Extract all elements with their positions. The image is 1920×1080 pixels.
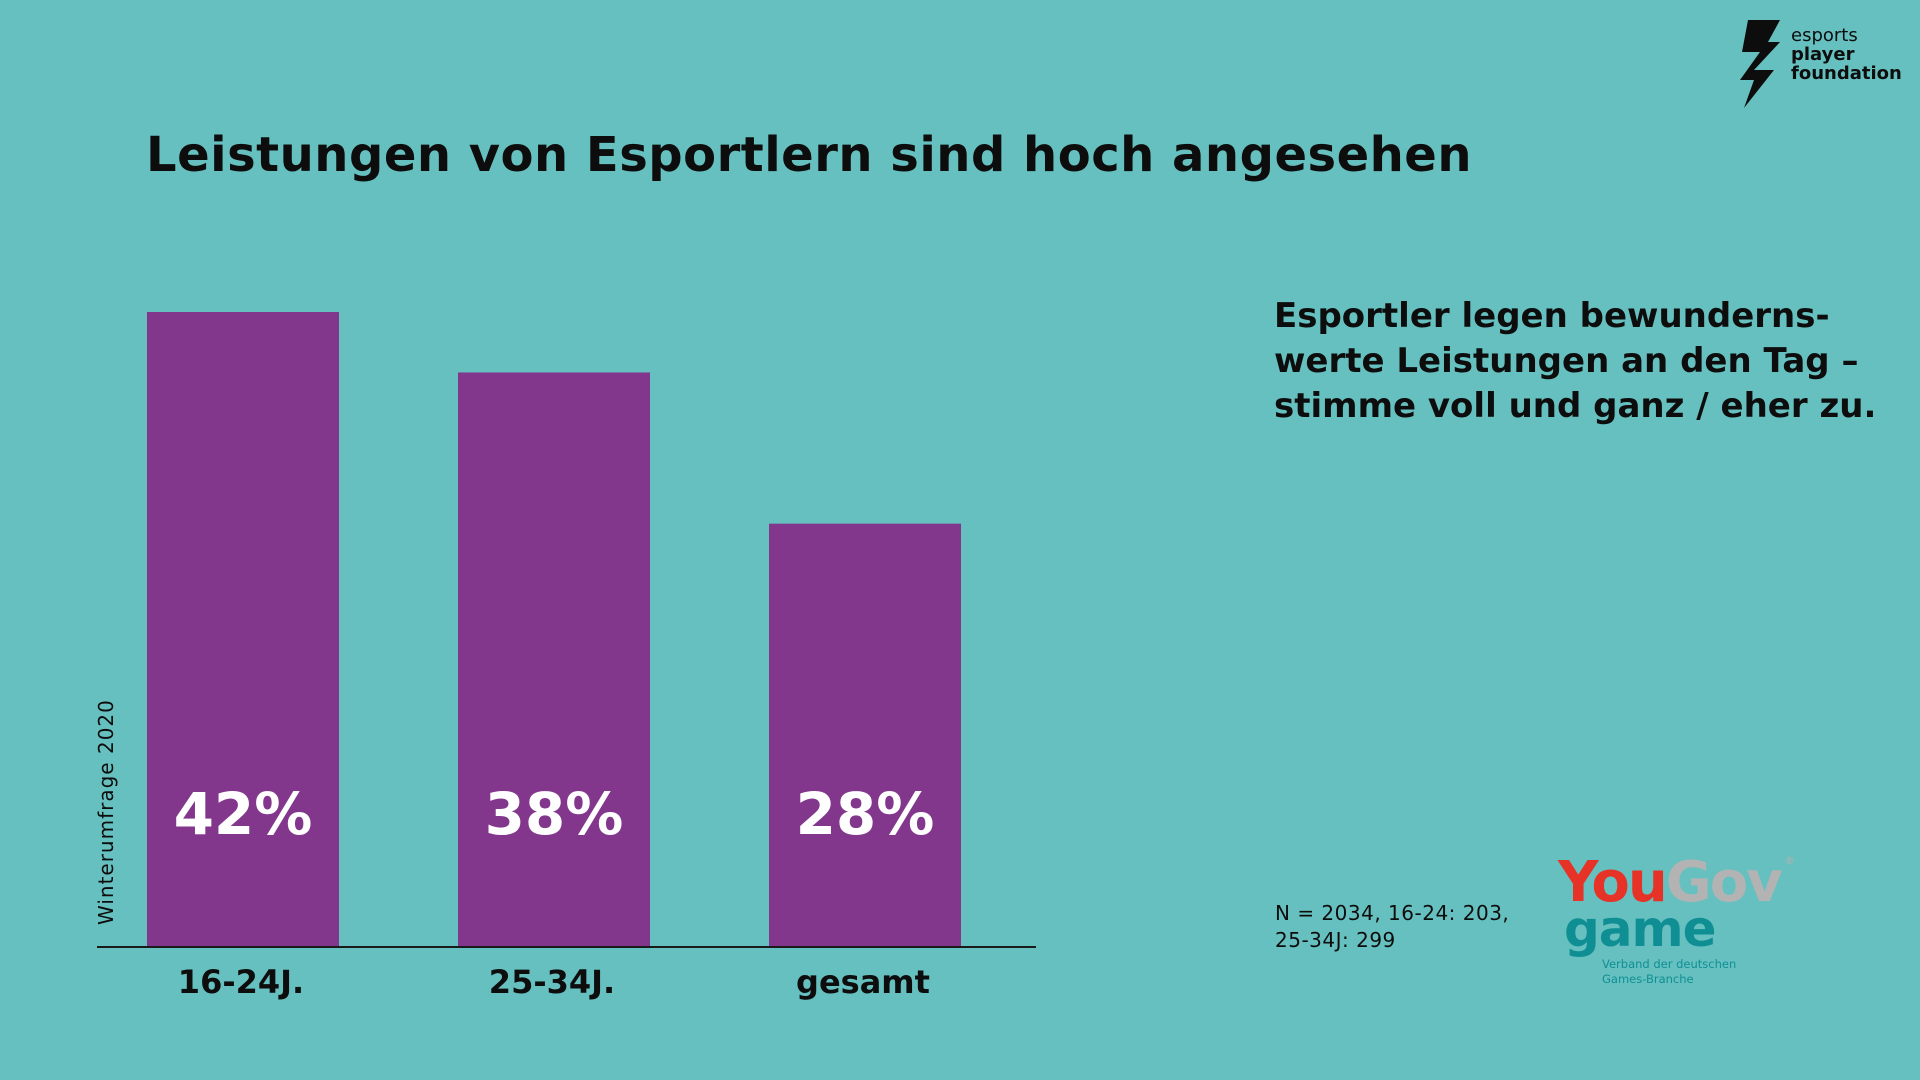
- esports-player-foundation-logo: esports player foundation: [1740, 20, 1910, 110]
- bar-value-label: 28%: [796, 780, 935, 848]
- logo-line-2: player: [1791, 44, 1855, 65]
- bar-value-label: 38%: [485, 780, 624, 848]
- bar-gesamt: [769, 523, 961, 947]
- game-wordmark: game: [1564, 900, 1717, 958]
- game-subtitle: Verband der deutschen Games-Branche: [1602, 957, 1736, 987]
- game-subtitle-line-1: Verband der deutschen: [1602, 957, 1737, 971]
- yougov-game-logo: YouGov ® game Verband der deutschen Game…: [1558, 850, 1798, 990]
- sample-size-note: N = 2034, 16-24: 203, 25-34J: 299: [1275, 900, 1509, 954]
- category-label: 25-34J.: [489, 963, 615, 1001]
- statement-line-2: werte Leistungen an den Tag –: [1274, 341, 1859, 381]
- yougov-wordmark: YouGov: [1558, 850, 1783, 915]
- statement-line-3: stimme voll und ganz / eher zu.: [1274, 386, 1877, 426]
- bar-25-34J.: [458, 372, 650, 947]
- logo-wordmark: esports player foundation: [1791, 26, 1902, 83]
- category-label: 16-24J.: [178, 963, 304, 1001]
- registered-mark: ®: [1784, 854, 1795, 867]
- yougov-you: You: [1558, 850, 1668, 915]
- lightning-bolt-icon: [1740, 20, 1780, 108]
- logo-line-3: foundation: [1791, 63, 1902, 84]
- sample-line-2: 25-34J: 299: [1275, 928, 1396, 952]
- chart-title: Leistungen von Esportlern sind hoch ange…: [146, 127, 1473, 183]
- game-subtitle-line-2: Games-Branche: [1602, 972, 1694, 986]
- logo-line-1: esports: [1791, 25, 1858, 46]
- statement-line-1: Esportler legen bewunderns-: [1274, 296, 1830, 336]
- category-label: gesamt: [796, 963, 930, 1001]
- yougov-gov: Gov: [1665, 850, 1783, 915]
- sample-line-1: N = 2034, 16-24: 203,: [1275, 901, 1510, 925]
- survey-period-label: Winterumfrage 2020: [94, 699, 118, 925]
- bar-16-24J.: [147, 312, 339, 947]
- survey-statement: Esportler legen bewunderns- werte Leistu…: [1274, 294, 1877, 429]
- bar-value-label: 42%: [174, 780, 313, 848]
